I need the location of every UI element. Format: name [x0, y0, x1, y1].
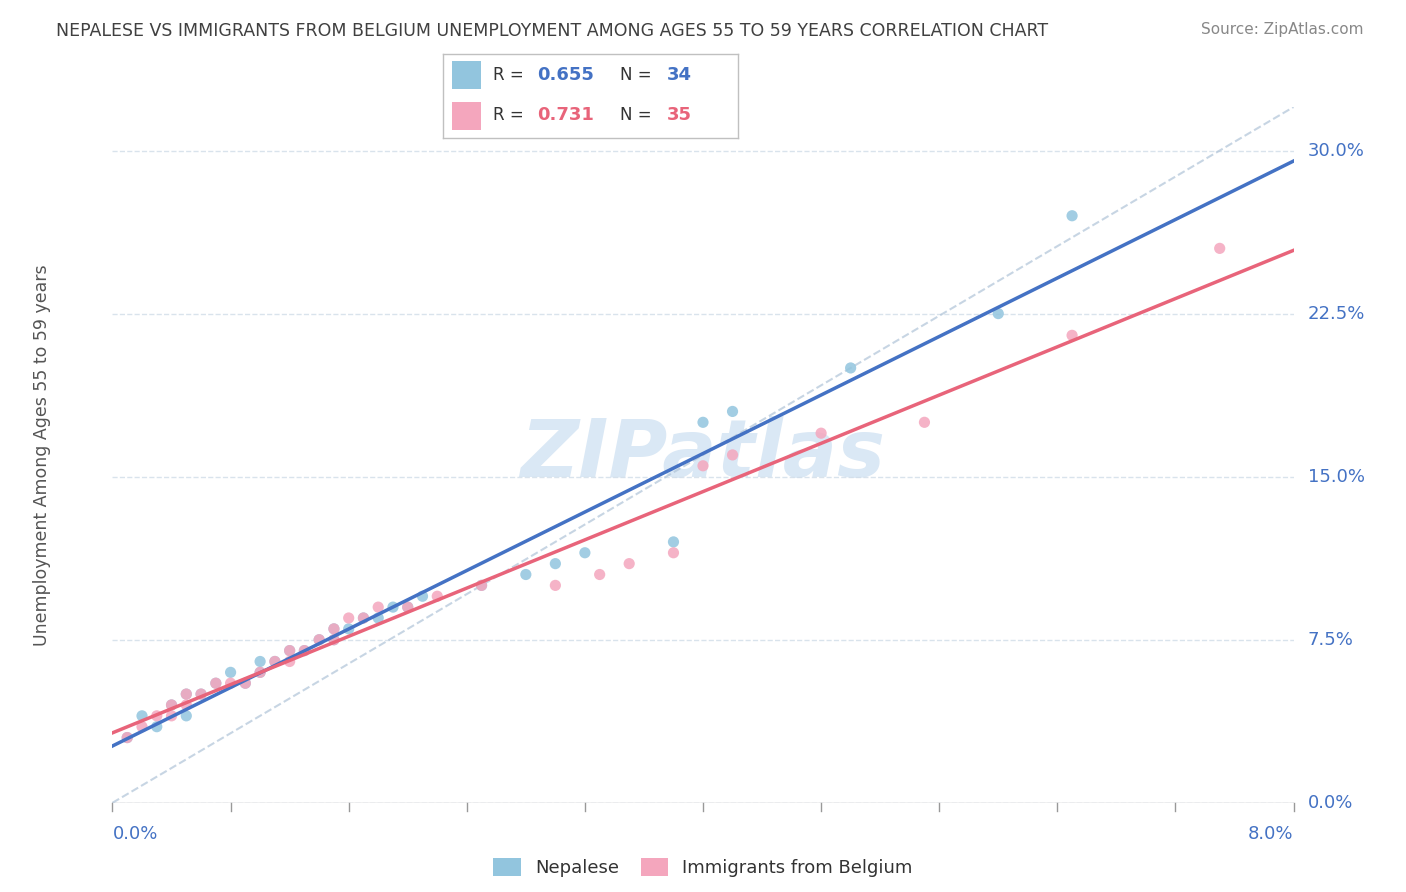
Point: [264, 655, 287, 669]
Point: [117, 731, 138, 745]
Point: [174, 687, 197, 701]
Point: [337, 622, 360, 636]
Point: [1062, 209, 1084, 223]
Point: [337, 611, 360, 625]
Point: [412, 589, 434, 603]
Point: [249, 665, 271, 680]
Text: ZIPatlas: ZIPatlas: [520, 416, 886, 494]
Point: [662, 546, 685, 560]
Point: [662, 535, 685, 549]
Text: Unemployment Among Ages 55 to 59 years: Unemployment Among Ages 55 to 59 years: [32, 264, 51, 646]
Point: [396, 600, 419, 615]
Point: [278, 643, 301, 657]
Point: [471, 578, 494, 592]
Text: 0.0%: 0.0%: [112, 825, 157, 843]
Point: [233, 676, 256, 690]
Point: [146, 708, 169, 723]
Point: [692, 458, 714, 473]
Point: [292, 643, 315, 657]
Point: [323, 622, 346, 636]
Text: 0.0%: 0.0%: [1308, 794, 1353, 812]
Text: 30.0%: 30.0%: [1308, 142, 1365, 160]
Point: [264, 655, 287, 669]
Point: [382, 600, 405, 615]
Point: [619, 557, 641, 571]
Bar: [451, 62, 481, 89]
Point: [249, 665, 271, 680]
Text: R =: R =: [494, 66, 529, 84]
Point: [721, 404, 744, 418]
Point: [323, 632, 346, 647]
Point: [367, 600, 389, 615]
Text: 0.655: 0.655: [537, 66, 595, 84]
Point: [367, 611, 389, 625]
Point: [1208, 241, 1232, 255]
Text: 7.5%: 7.5%: [1308, 631, 1354, 648]
Point: [308, 632, 330, 647]
Point: [574, 546, 596, 560]
Point: [352, 611, 374, 625]
Point: [190, 687, 212, 701]
Point: [219, 665, 242, 680]
Text: 0.731: 0.731: [537, 106, 595, 124]
Point: [721, 448, 744, 462]
Point: [219, 676, 242, 690]
Point: [914, 415, 936, 429]
Point: [190, 687, 212, 701]
Point: [131, 720, 153, 734]
Text: Source: ZipAtlas.com: Source: ZipAtlas.com: [1201, 22, 1364, 37]
Point: [692, 415, 714, 429]
Point: [174, 708, 197, 723]
Point: [233, 676, 256, 690]
Point: [160, 708, 183, 723]
Point: [810, 426, 832, 441]
Point: [544, 557, 567, 571]
Point: [426, 589, 449, 603]
Point: [249, 655, 271, 669]
Point: [292, 643, 315, 657]
Text: 22.5%: 22.5%: [1308, 304, 1365, 323]
Text: 34: 34: [668, 66, 692, 84]
Text: N =: N =: [620, 106, 657, 124]
Point: [352, 611, 374, 625]
Point: [205, 676, 228, 690]
Point: [839, 360, 862, 375]
Point: [323, 632, 346, 647]
Text: NEPALESE VS IMMIGRANTS FROM BELGIUM UNEMPLOYMENT AMONG AGES 55 TO 59 YEARS CORRE: NEPALESE VS IMMIGRANTS FROM BELGIUM UNEM…: [56, 22, 1049, 40]
Point: [131, 708, 153, 723]
Point: [308, 632, 330, 647]
Text: N =: N =: [620, 66, 657, 84]
Text: R =: R =: [494, 106, 529, 124]
Bar: [451, 102, 481, 130]
Point: [278, 655, 301, 669]
Point: [160, 698, 183, 712]
Text: 8.0%: 8.0%: [1249, 825, 1294, 843]
Point: [471, 578, 494, 592]
Point: [117, 731, 138, 745]
Point: [160, 698, 183, 712]
Point: [174, 698, 197, 712]
Point: [544, 578, 567, 592]
Point: [588, 567, 610, 582]
Text: 35: 35: [668, 106, 692, 124]
Point: [205, 676, 228, 690]
Point: [1062, 328, 1084, 343]
Text: 15.0%: 15.0%: [1308, 467, 1365, 485]
Point: [323, 622, 346, 636]
Point: [515, 567, 537, 582]
Point: [987, 307, 1010, 321]
Legend: Nepalese, Immigrants from Belgium: Nepalese, Immigrants from Belgium: [486, 850, 920, 884]
Point: [278, 643, 301, 657]
Point: [174, 687, 197, 701]
Point: [146, 720, 169, 734]
Point: [396, 600, 419, 615]
